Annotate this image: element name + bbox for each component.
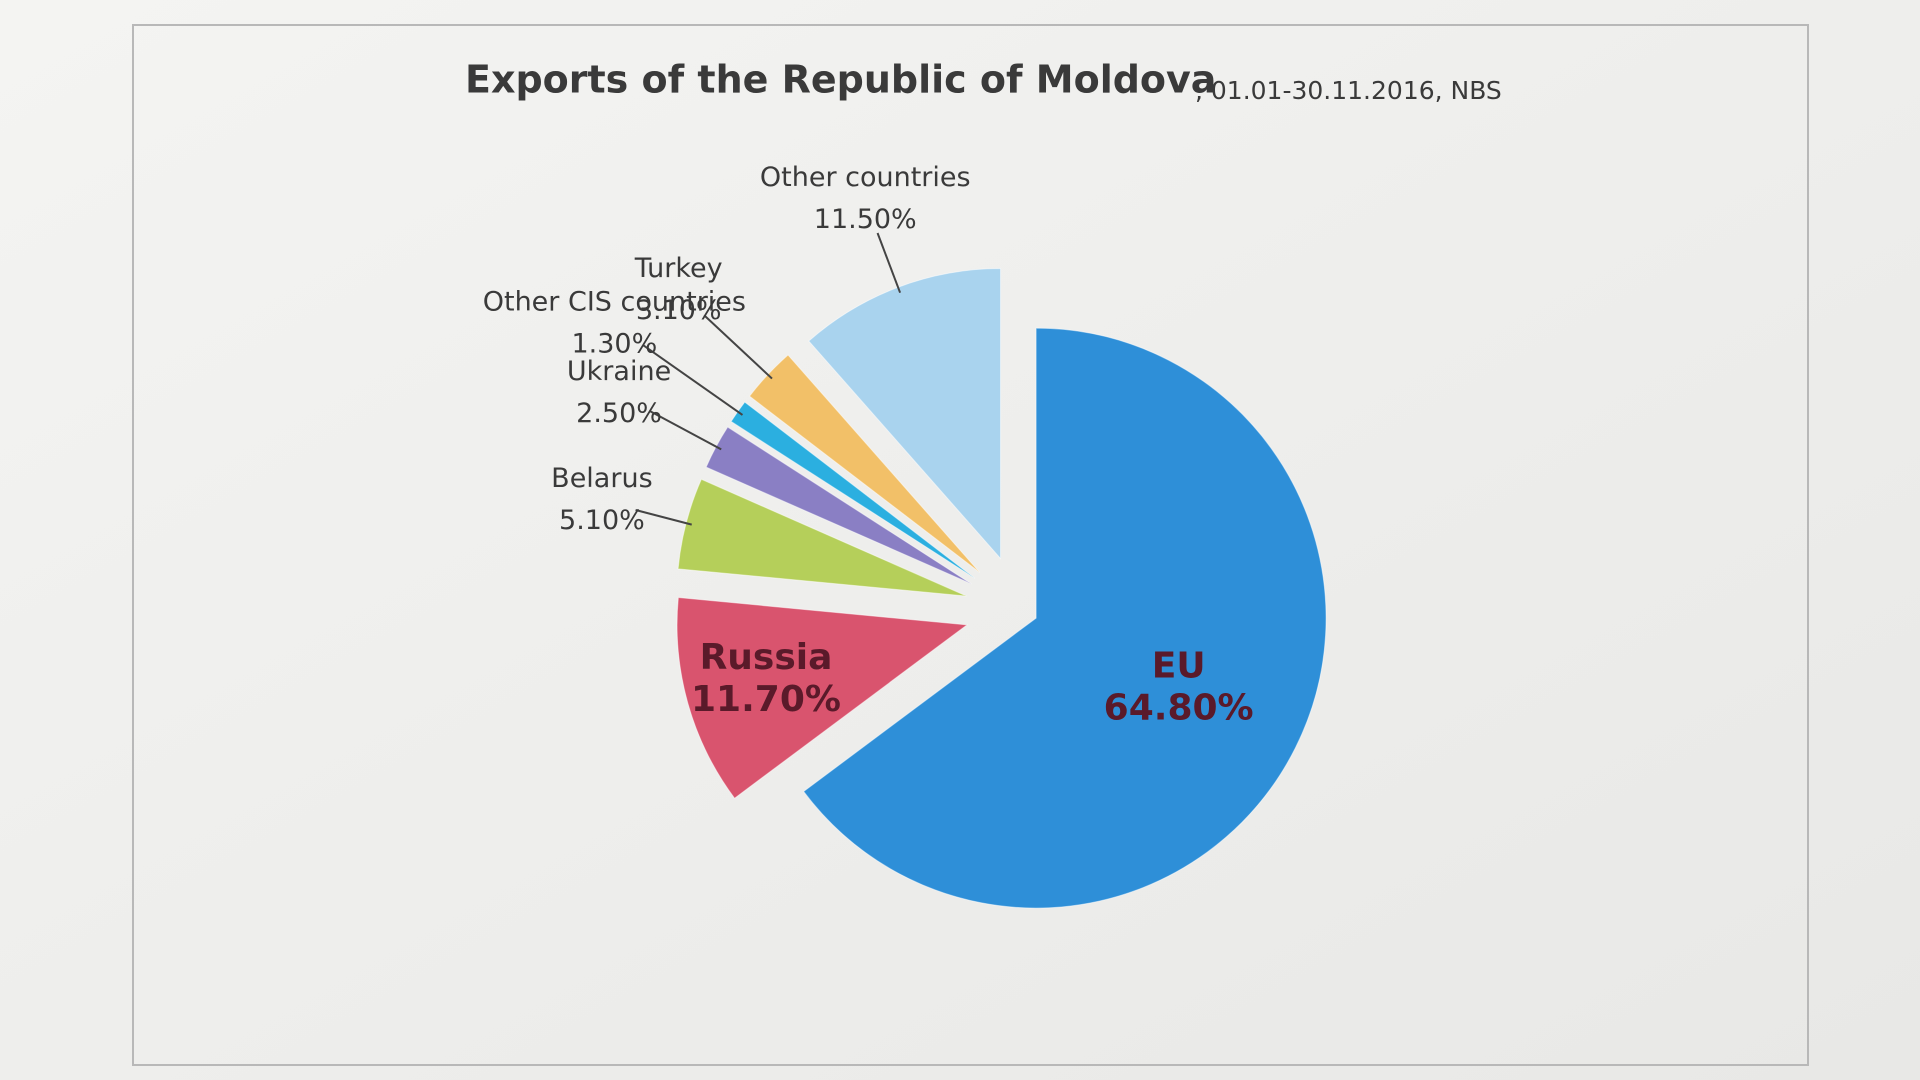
value-label: 11.50% [814,204,917,235]
pie-slice [802,327,1327,909]
slice-label: Belarus [551,463,652,494]
leader-line [642,344,744,416]
value-label: 1.30% [571,328,657,359]
value-label: 64.80% [1104,688,1254,729]
frame [132,24,1809,1066]
chart-subtitle: , 01.01-30.11.2016, NBS [1195,76,1502,105]
chart-title: Exports of the Republic of Moldova [465,58,1216,102]
value-label: 2.50% [576,398,662,429]
slice-label: Other CIS countries [483,286,746,317]
slice-label: Russia [700,637,833,678]
slice-label: Turkey [634,253,723,284]
slice-label: Other countries [760,162,971,193]
pie-slice [676,597,969,799]
slice-label: Ukraine [567,356,671,387]
value-label: 3.10% [636,295,722,326]
leader-line [876,232,902,294]
leader-line [649,410,722,451]
slice-label: EU [1152,646,1206,687]
value-label: 11.70% [691,679,841,720]
leader-line [635,509,692,526]
value-label: 5.10% [559,505,645,536]
leader-line [703,314,773,380]
